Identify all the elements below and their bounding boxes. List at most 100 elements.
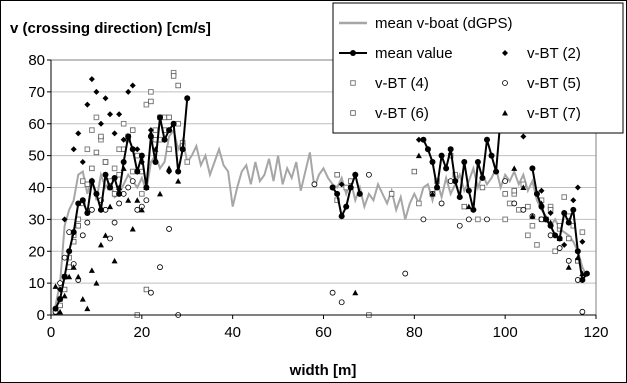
x-tick-label-1: 20 <box>133 324 150 341</box>
data-point-mean-11 <box>102 171 109 178</box>
data-point-v-bt-2-23 <box>338 181 345 188</box>
data-point-mean-55 <box>529 165 536 172</box>
data-point-v-bt-7-5 <box>75 273 82 280</box>
data-point-v-bt-2-11 <box>102 95 109 102</box>
data-point-mean-28 <box>179 146 186 153</box>
data-point-v-bt-7-36 <box>565 264 572 270</box>
data-point-v-bt-7-30 <box>511 165 518 171</box>
data-point-mean-13 <box>111 174 118 181</box>
data-point-v-bt-7-8 <box>88 267 95 273</box>
data-point-mean-19 <box>138 152 145 159</box>
legend-label-v-bt-7: v-BT (7) <box>527 105 581 122</box>
data-point-mean-1 <box>57 296 64 303</box>
legend: mean v-boat (dGPS) mean value v-BT (2) v-BT… <box>332 2 624 134</box>
data-point-v-bt-4-9 <box>93 114 100 121</box>
y-tick-label-1: 10 <box>28 275 45 292</box>
data-point-v-bt-5-8 <box>88 206 95 213</box>
data-point-v-bt-2-24 <box>415 136 422 143</box>
data-point-v-bt-7-6 <box>79 296 86 302</box>
data-point-v-bt-7-13 <box>111 257 118 264</box>
data-point-v-bt-6-26 <box>175 82 181 89</box>
data-point-v-bt-2-9 <box>93 88 100 95</box>
y-tick-label-2: 20 <box>28 243 45 260</box>
data-point-mean-25 <box>166 127 173 134</box>
data-point-mean-21 <box>147 133 154 140</box>
data-point-mean-59 <box>547 222 554 229</box>
data-point-v-bt-6-8 <box>93 149 100 156</box>
data-point-v-bt-5-32 <box>438 200 445 207</box>
data-point-mean-64 <box>570 206 577 213</box>
data-point-v-bt-6-19 <box>143 286 150 293</box>
data-point-v-bt-4-19 <box>139 191 145 197</box>
data-point-mean-20 <box>143 184 150 191</box>
data-point-v-bt-7-9 <box>93 280 100 286</box>
data-point-mean-17 <box>129 146 136 153</box>
data-point-v-bt-5-30 <box>420 216 427 223</box>
legend-label-v-bt-2: v-BT (2) <box>527 45 581 62</box>
data-point-mean-3 <box>66 248 73 255</box>
x-tick-label-3: 60 <box>315 324 332 341</box>
data-point-v-bt-7-18 <box>134 197 141 203</box>
data-point-mean-9 <box>93 190 100 197</box>
legend-swatch-v-bt-7 <box>502 110 508 116</box>
data-point-mean-15 <box>120 159 127 165</box>
data-point-mean-32 <box>338 213 345 220</box>
x-tick-label-6: 120 <box>583 324 608 341</box>
x-tick-label-5: 100 <box>493 324 518 341</box>
data-point-v-bt-2-5 <box>75 130 82 137</box>
data-point-v-bt-4-32 <box>416 200 422 207</box>
legend-swatch-v-bt-4 <box>350 80 356 86</box>
data-point-mean-60 <box>552 232 559 239</box>
data-point-mean-50 <box>479 174 486 181</box>
data-point-v-bt-5-16 <box>125 184 132 191</box>
series-mean-v-boat-dgps <box>54 127 588 306</box>
data-point-v-bt-2-28 <box>547 210 554 216</box>
data-point-v-bt-4-41 <box>525 232 531 239</box>
data-point-v-bt-7-4 <box>70 264 77 270</box>
data-point-v-bt-7-26 <box>352 289 359 296</box>
legend-label-v-bt-5: v-BT (5) <box>527 75 581 92</box>
data-point-v-bt-4-47 <box>552 248 558 255</box>
y-tick-label-0: 0 <box>37 307 45 324</box>
data-point-v-bt-4-6 <box>79 178 86 184</box>
data-point-mean-22 <box>152 159 159 165</box>
data-point-mean-37 <box>420 136 427 143</box>
data-point-mean-8 <box>88 178 95 185</box>
data-point-v-bt-6-38 <box>511 187 517 194</box>
x-tick-label-0: 0 <box>47 324 55 341</box>
data-point-v-bt-6-10 <box>102 159 109 165</box>
data-point-v-bt-2-17 <box>129 82 136 89</box>
data-point-v-bt-7-10 <box>97 241 104 248</box>
data-point-mean-27 <box>175 168 182 175</box>
data-point-v-bt-6-35 <box>461 203 467 210</box>
y-tick-label-5: 50 <box>28 148 45 165</box>
data-point-v-bt-7-28 <box>429 190 436 197</box>
series-line-boat <box>54 127 588 306</box>
data-point-v-bt-5-35 <box>465 216 472 223</box>
x-tick-label-2: 40 <box>224 324 241 341</box>
data-point-v-bt-2-14 <box>116 111 123 118</box>
data-point-v-bt-4-8 <box>89 127 95 133</box>
data-point-mean-31 <box>334 190 341 197</box>
data-point-mean-12 <box>107 184 114 191</box>
y-tick-label-4: 40 <box>28 180 45 197</box>
data-point-v-bt-2-32 <box>579 238 586 245</box>
legend-label-mean-v-boat-dgps: mean v-boat (dGPS) <box>375 15 513 32</box>
data-point-v-bt-4-35 <box>475 216 481 223</box>
data-point-v-bt-5-44 <box>565 257 572 264</box>
data-point-mean-16 <box>125 133 132 140</box>
data-point-v-bt-4-15 <box>120 120 127 127</box>
data-point-v-bt-6-36 <box>479 184 486 191</box>
data-point-mean-53 <box>493 168 500 175</box>
data-point-mean-4 <box>70 229 77 236</box>
data-point-mean-38 <box>424 146 431 153</box>
data-point-mean-43 <box>447 146 454 153</box>
data-point-mean-24 <box>161 136 168 143</box>
legend-label-mean-value: mean value <box>375 45 453 62</box>
data-point-v-bt-5-27 <box>338 299 345 306</box>
data-point-mean-67 <box>583 270 590 277</box>
data-point-mean-45 <box>456 194 463 201</box>
data-point-v-bt-2-12 <box>107 111 114 118</box>
data-point-v-bt-7-19 <box>138 206 145 213</box>
data-point-v-bt-2-29 <box>561 241 568 248</box>
